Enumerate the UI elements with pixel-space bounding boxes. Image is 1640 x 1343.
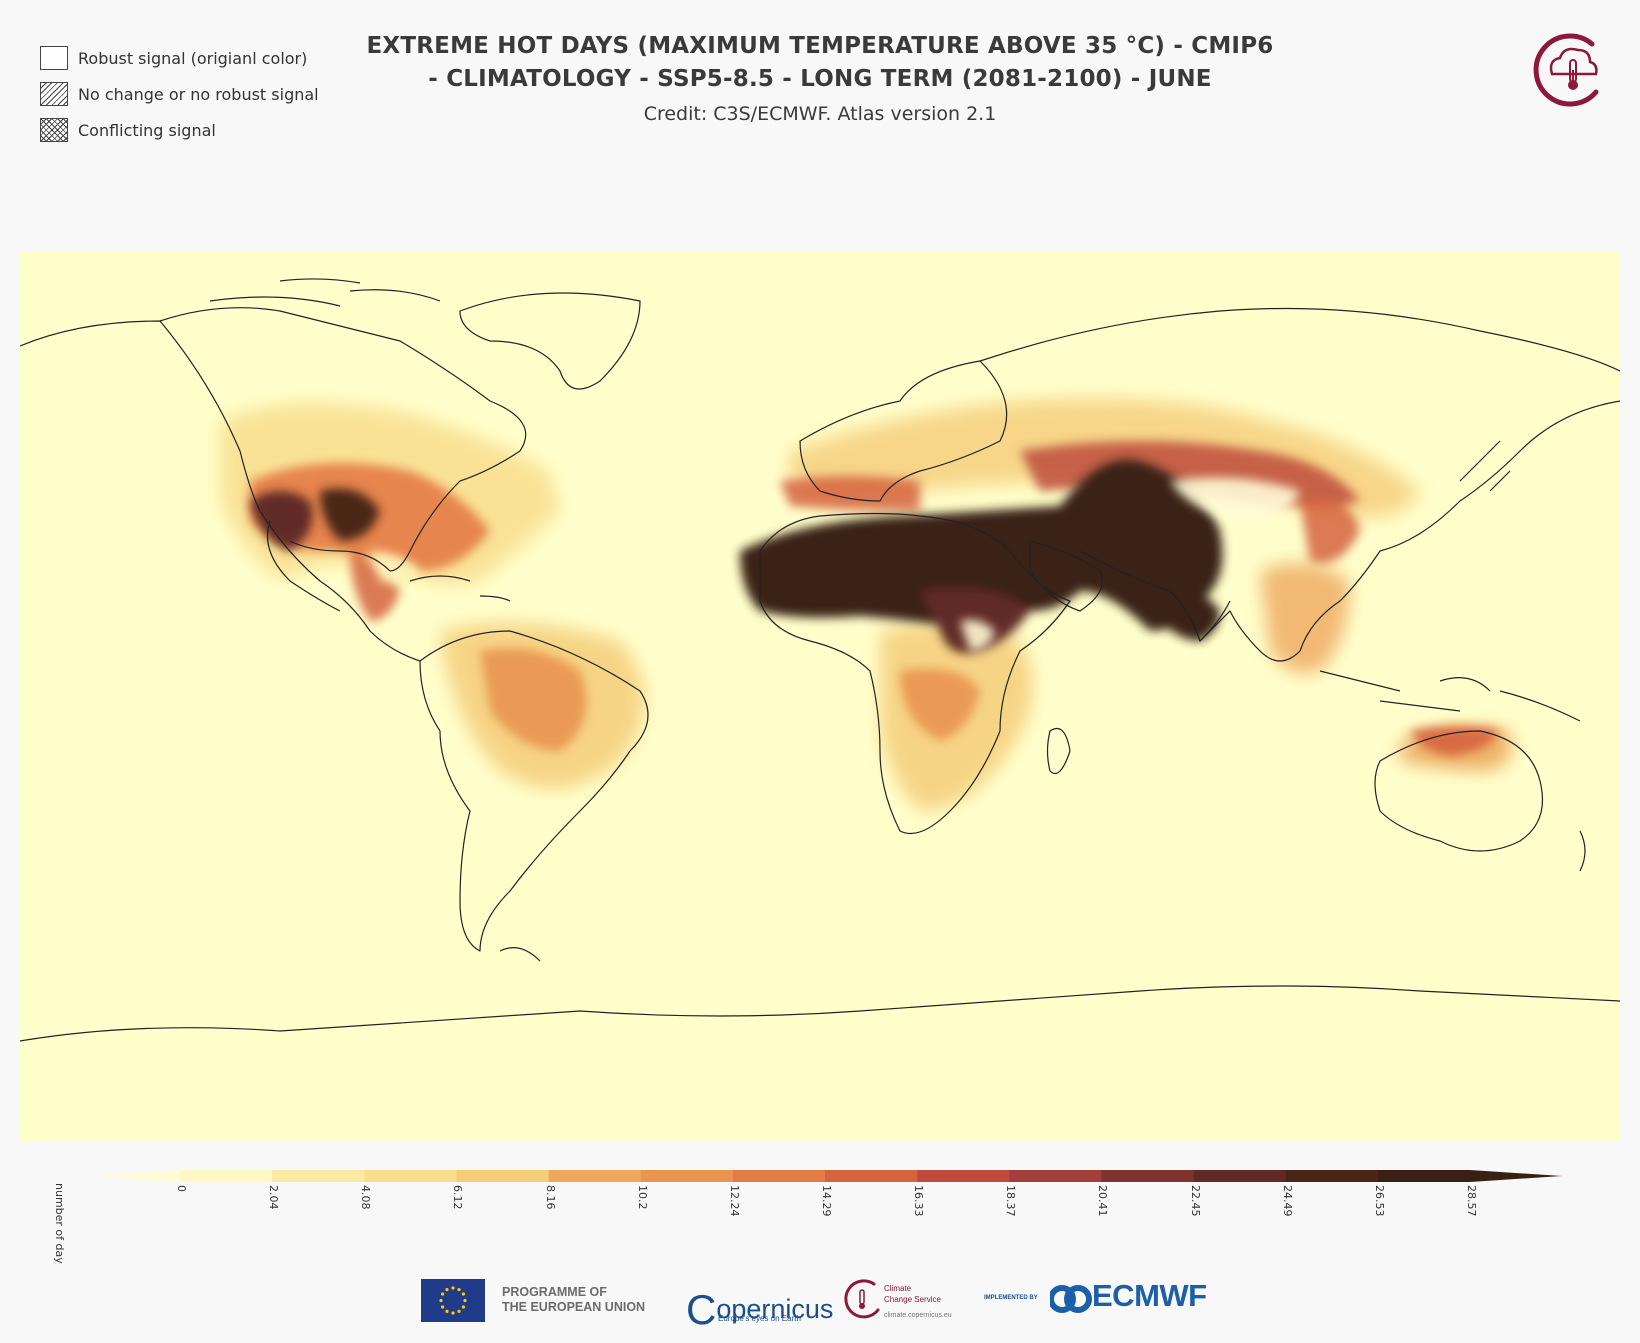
title-line-2: - CLIMATOLOGY - SSP5-8.5 - LONG TERM (20… — [428, 66, 1212, 92]
cool-patches — [370, 477, 1300, 651]
ecmwf-mark-icon — [1050, 1285, 1092, 1313]
eu-programme-text: PROGRAMME OF THE EUROPEAN UNION — [502, 1285, 645, 1315]
robust-swatch — [40, 46, 68, 70]
copernicus-word: opernicus — [716, 1294, 834, 1324]
coastlines — [20, 278, 1620, 1042]
map-title: EXTREME HOT DAYS (MAXIMUM TEMPERATURE AB… — [360, 30, 1280, 96]
world-map — [20, 251, 1620, 1141]
eu-line-1: PROGRAMME OF — [502, 1285, 607, 1299]
colorbar-segment — [917, 1170, 1010, 1182]
c3s-text: Climate Change Service — [884, 1283, 941, 1305]
signal-legend: Robust signal (origianl color) No change… — [40, 40, 319, 148]
colorbar-segment — [1193, 1170, 1287, 1182]
footer-logos: PROGRAMME OF THE EUROPEAN UNION Copernic… — [0, 1270, 1640, 1333]
colorbar-segment — [1101, 1170, 1195, 1182]
c3s-line-1: Climate — [884, 1284, 912, 1293]
title-line-1: EXTREME HOT DAYS (MAXIMUM TEMPERATURE AB… — [366, 33, 1274, 59]
colorbar-tick-label: 28.57 — [1465, 1185, 1478, 1217]
ocean-background — [20, 251, 1620, 1141]
colorbar-segment — [456, 1170, 550, 1182]
colorbar-tick-label: 4.08 — [359, 1185, 373, 1210]
climate-change-service-icon — [1533, 33, 1599, 107]
hatch-swatch — [40, 82, 68, 106]
colorbar-tick-label: 20.41 — [1096, 1185, 1110, 1217]
eu-line-2: THE EUROPEAN UNION — [502, 1300, 646, 1314]
colorbar-tick-label: 8.16 — [543, 1185, 557, 1210]
colorbar-segment — [364, 1170, 457, 1182]
colorbar-tick-label: 10.2 — [635, 1185, 649, 1210]
implemented-by-text: IMPLEMENTED BY — [984, 1295, 1038, 1301]
legend-item-no-change: No change or no robust signal — [40, 76, 319, 112]
colorbar-segment — [1009, 1170, 1102, 1182]
colorbar-segment — [1285, 1170, 1379, 1182]
legend-label: No change or no robust signal — [78, 84, 319, 104]
colorbar-segment — [825, 1170, 918, 1182]
colorbar-tick-label: 0 — [175, 1185, 188, 1192]
colorbar-tick-label: 16.33 — [912, 1185, 926, 1217]
crosshatch-swatch — [40, 118, 68, 142]
colorbar-tick-label: 18.37 — [1004, 1185, 1018, 1217]
map-canvas — [20, 251, 1620, 1141]
colorbar-unit-label: number of day — [53, 1183, 66, 1264]
c3s-url: climate.copernicus.eu — [884, 1312, 952, 1319]
copernicus-c: C — [686, 1286, 717, 1333]
colorbar-tick-label: 6.12 — [451, 1185, 465, 1210]
legend-label: Conflicting signal — [78, 120, 216, 140]
colorbar — [92, 1170, 1562, 1182]
copernicus-logo: Copernicus — [686, 1280, 834, 1333]
colorbar-tick-label: 2.04 — [267, 1185, 281, 1210]
legend-item-robust: Robust signal (origianl color) — [40, 40, 319, 76]
colorbar-segments — [92, 1170, 1562, 1182]
colorbar-segment — [180, 1170, 273, 1182]
credit-text: Credit: C3S/ECMWF. Atlas version 2.1 — [643, 103, 997, 125]
colorbar-segment — [640, 1170, 734, 1182]
eu-flag-icon — [421, 1279, 485, 1322]
colorbar-segment — [732, 1170, 826, 1182]
c3s-line-2: Change Service — [884, 1295, 941, 1304]
colorbar-high-extend — [1470, 1170, 1562, 1182]
colorbar-segment — [548, 1170, 642, 1182]
colorbar-low-extend — [92, 1170, 180, 1182]
colorbar-tick-label: 22.45 — [1188, 1185, 1202, 1217]
legend-item-conflicting: Conflicting signal — [40, 112, 319, 148]
c3s-icon — [844, 1279, 880, 1319]
colorbar-tick-label: 14.29 — [820, 1185, 833, 1217]
colorbar-segment — [272, 1170, 365, 1182]
colorbar-segment — [1377, 1170, 1471, 1182]
colorbar-tick-label: 12.24 — [727, 1185, 741, 1217]
copernicus-tagline: Europe's eyes on Earth — [718, 1314, 801, 1323]
colorbar-tick-label: 26.53 — [1372, 1185, 1386, 1217]
colorbar-tick-label: 24.49 — [1280, 1185, 1294, 1217]
legend-label: Robust signal (origianl color) — [78, 48, 308, 68]
ecmwf-logo-text: ECMWF — [1092, 1278, 1207, 1313]
